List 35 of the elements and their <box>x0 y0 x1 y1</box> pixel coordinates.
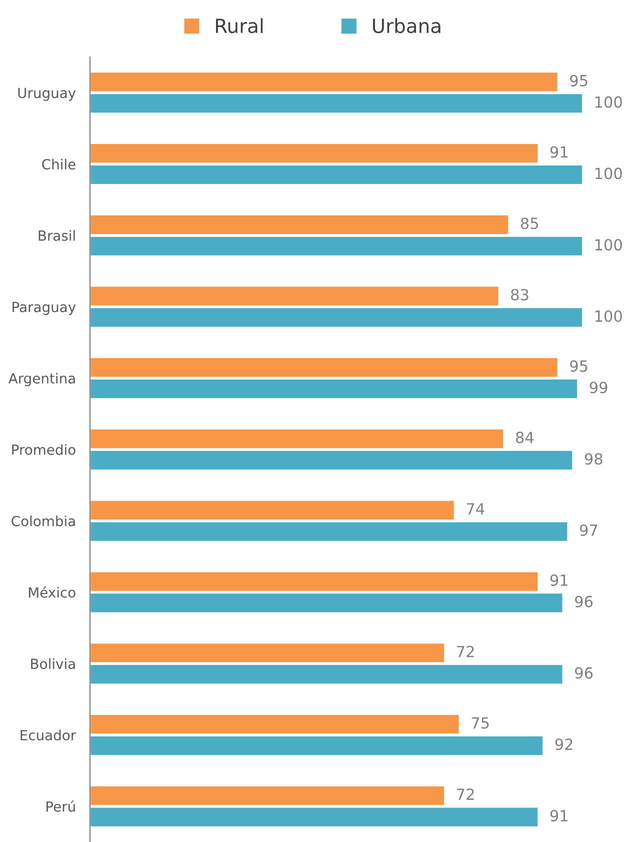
data-label: 91 <box>550 574 568 586</box>
y-tick-label: Promedio <box>12 444 76 455</box>
data-label: 99 <box>590 382 608 394</box>
y-tick-label: Perú <box>46 800 75 812</box>
data-label: 85 <box>520 218 538 230</box>
data-label: 92 <box>555 738 572 750</box>
data-label: 95 <box>570 360 588 372</box>
y-tick-label: México <box>28 586 76 598</box>
data-label: 98 <box>584 453 602 465</box>
y-tick-label: Colombia <box>12 516 75 526</box>
y-tick-label: Ecuador <box>20 730 76 740</box>
legend-label: Urbana <box>373 18 440 34</box>
y-tick-label: Paraguay <box>12 302 76 315</box>
data-label: 100 <box>595 96 622 108</box>
y-tick-label: Argentina <box>8 372 75 386</box>
data-label: 83 <box>511 288 528 300</box>
y-tick-label: Uruguay <box>18 88 76 101</box>
data-label: 91 <box>550 146 568 158</box>
data-label: 91 <box>550 810 568 822</box>
data-label: 72 <box>457 646 474 658</box>
y-tick-label: Bolivia <box>31 658 75 670</box>
data-label: 95 <box>570 74 588 86</box>
data-label: 84 <box>516 432 534 444</box>
legend-label: Rural <box>216 18 263 34</box>
y-tick-label: Brasil <box>38 230 75 241</box>
y-tick-label: Chile <box>42 158 76 170</box>
data-label: 97 <box>580 524 598 536</box>
data-label: 96 <box>575 667 593 679</box>
data-label: 100 <box>595 168 622 180</box>
data-label: 96 <box>575 596 593 608</box>
data-label: 100 <box>595 310 622 322</box>
data-label: 74 <box>466 503 484 514</box>
data-label: 100 <box>595 238 622 251</box>
data-label: 72 <box>457 788 474 800</box>
data-label: 75 <box>472 717 489 729</box>
